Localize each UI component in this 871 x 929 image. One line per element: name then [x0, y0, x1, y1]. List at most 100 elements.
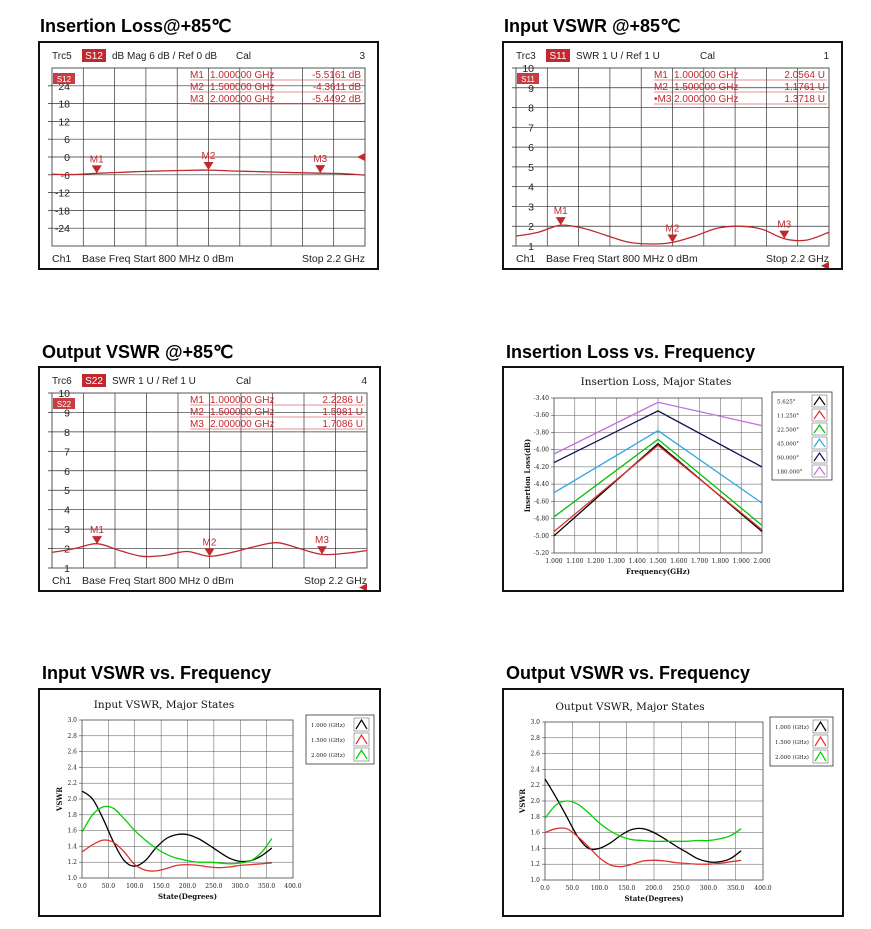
marker-label: M1 — [90, 525, 104, 536]
marker-table-name: M1 — [190, 70, 204, 81]
y-tick-label: 4 — [528, 182, 534, 194]
legend-swatch-box — [811, 464, 828, 478]
marker-table-value: -5.5161 dB — [312, 70, 361, 81]
y-tick-label: 2.2 — [67, 780, 77, 787]
input-vswr-85c-chart: Trc3 S11 SWR 1 U / Ref 1 U Cal 1 10 9 8 7 6 5 4 3 2 1 S… — [512, 49, 830, 268]
sweep-start-label: Base Freq Start 800 MHz 0 dBm — [82, 253, 234, 265]
sweep-stop-label: Stop 2.2 GHz — [302, 253, 365, 265]
marker-table-value: -5.4492 dB — [312, 94, 361, 105]
reference-arrow — [821, 261, 829, 268]
y-tick-label: 2.6 — [530, 751, 540, 758]
marker-triangle — [92, 536, 102, 545]
output-vswr-85c-chart: Trc6 S22 SWR 1 U / Ref 1 U Cal 410987654321S… — [48, 374, 368, 590]
legend-label: 2.000 (GHz) — [311, 752, 345, 759]
y-tick-label: 3 — [64, 524, 70, 536]
y-tick-label: 7 — [528, 122, 534, 134]
channel-label: Ch1 — [52, 253, 71, 265]
y-tick-label: -3.40 — [534, 395, 550, 402]
ref-badge-label: S11 — [521, 75, 535, 84]
y-tick-label: 10 — [522, 63, 534, 75]
marker-label: M2 — [203, 537, 217, 548]
y-tick-label: 24 — [58, 81, 70, 93]
x-tick-label: 1.600 — [670, 558, 687, 565]
x-tick-label: 1.100 — [566, 558, 583, 565]
cal-label: Cal — [700, 51, 715, 62]
series-line — [553, 410, 763, 468]
marker-triangle — [555, 217, 566, 226]
legend-swatch-box — [353, 717, 370, 732]
sweep-stop-label: Stop 2.2 GHz — [766, 253, 829, 265]
series-line — [553, 401, 763, 455]
sweep-stop-label: Stop 2.2 GHz — [304, 575, 367, 587]
y-tick-label: 9 — [64, 407, 70, 419]
format-label: dB Mag 6 dB / Ref 0 dB — [112, 51, 217, 62]
x-tick-label: 1.500 — [649, 558, 666, 565]
y-tick-label: 1.2 — [67, 859, 77, 866]
marker-table-name: M3 — [190, 419, 204, 430]
marker-table-value: -4.3611 dB — [313, 82, 362, 93]
y-tick-label: 2.4 — [530, 766, 540, 773]
format-label: SWR 1 U / Ref 1 U — [576, 51, 660, 62]
insertion-loss-vs-frequency-title: Insertion Loss vs. Frequency — [506, 342, 756, 362]
x-tick-label: 2.000 — [753, 558, 770, 565]
x-tick-label: 300.0 — [232, 883, 249, 890]
legend-swatch-box — [353, 732, 370, 747]
legend-swatch — [813, 437, 826, 448]
series-line — [544, 778, 742, 863]
x-tick-label: 1.200 — [587, 558, 604, 565]
y-tick-label: -3.80 — [534, 429, 550, 436]
legend-swatch — [814, 735, 827, 747]
marker-triangle — [315, 165, 326, 174]
legend-swatch — [814, 720, 827, 732]
y-tick-label: 1.8 — [530, 814, 540, 821]
legend-label: 2.000 (GHz) — [775, 754, 809, 761]
marker-label: M2 — [202, 151, 216, 162]
marker-table-freq: 1.000000 GHz — [674, 70, 739, 81]
legend-swatch-box — [812, 719, 829, 734]
marker-triangle — [204, 548, 215, 557]
param-label: S12 — [85, 51, 103, 62]
sweep-start-label: Base Freq Start 800 MHz 0 dBm — [82, 575, 234, 587]
x-tick-label: 50.0 — [566, 885, 580, 892]
y-tick-label: 2.6 — [67, 749, 77, 756]
marker-table-name: M2 — [654, 82, 668, 93]
input-vswr-vs-frequency-title: Input VSWR vs. Frequency — [42, 663, 272, 683]
param-badge — [82, 374, 106, 387]
ref-badge — [53, 73, 75, 84]
x-tick-label: 200.0 — [645, 885, 662, 892]
marker-table-value: 2.0564 U — [784, 70, 825, 81]
y-tick-label: 2.2 — [530, 782, 540, 789]
legend-swatch-box — [811, 450, 828, 464]
marker-table-name: •M3 — [654, 94, 672, 105]
y-tick-label: 3.0 — [67, 717, 77, 724]
x-axis-label: State(Degrees) — [624, 894, 683, 903]
marker-table-name: M1 — [190, 395, 204, 406]
param-badge — [82, 49, 106, 62]
marker-table-name: M3 — [190, 94, 204, 105]
y-axis-label: Insertion Loss(dB) — [523, 439, 532, 512]
y-tick-label: -12 — [55, 188, 70, 200]
marker-table-freq: 2.000000 GHz — [210, 94, 275, 105]
marker-table-freq: 1.000000 GHz — [210, 70, 275, 81]
series-line — [553, 438, 763, 526]
x-tick-label: 150.0 — [618, 885, 635, 892]
legend-swatch-box — [812, 734, 829, 749]
y-tick-label: 8 — [528, 103, 534, 115]
x-tick-label: 350.0 — [258, 883, 275, 890]
series-line — [544, 827, 742, 868]
y-tick-label: 1.8 — [67, 812, 77, 819]
legend-swatch-box — [811, 408, 828, 422]
y-tick-label: 6 — [64, 466, 70, 478]
input-vswr-85c-panel: Trc3 S11 SWR 1 U / Ref 1 U Cal 1 10 9 8 7 6 5 4 3 2 1 S… — [502, 41, 843, 270]
x-tick-label: 400.0 — [754, 885, 771, 892]
x-tick-label: 150.0 — [153, 883, 170, 890]
marker-table-freq: 1.500000 GHz — [210, 82, 275, 93]
chart-title: Output VSWR, Major States — [555, 701, 704, 713]
x-tick-label: 200.0 — [179, 883, 196, 890]
marker-triangle — [667, 234, 678, 243]
legend-swatch — [813, 409, 826, 420]
reference-arrow — [359, 583, 367, 590]
insertion-loss-vs-frequency-chart: Insertion Loss, Major States 1.000 1.100 1.… — [523, 376, 833, 576]
y-tick-label: 2.8 — [67, 733, 77, 740]
insertion-loss-85c-chart: Trc5 S12 dB Mag 6 dB / Ref 0 dB Cal 3 24 18 12 6… — [48, 49, 366, 265]
